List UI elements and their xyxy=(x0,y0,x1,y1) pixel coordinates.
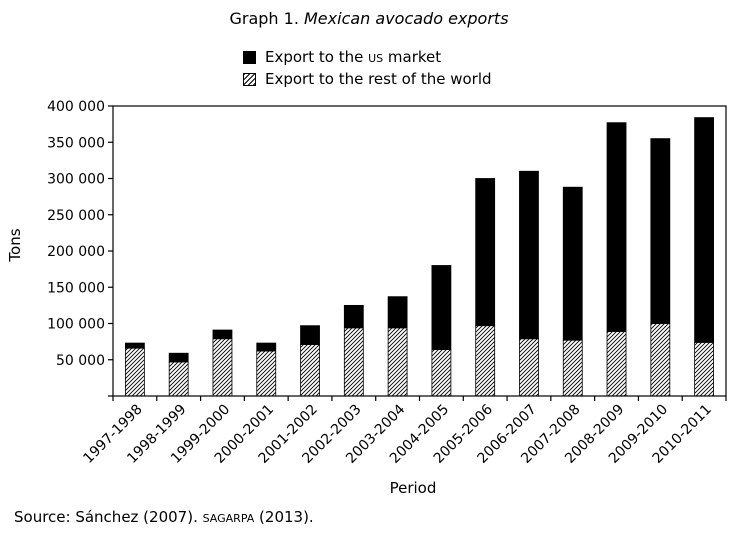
bar-rest-of-world-2000-2001 xyxy=(256,350,277,397)
bar-rest-of-world-2007-2008 xyxy=(562,339,583,397)
bar-us-market-2006-2007 xyxy=(519,170,539,340)
bar-rest-of-world-2006-2007 xyxy=(519,338,539,397)
plot-frame xyxy=(112,105,727,397)
bar-us-market-2005-2006 xyxy=(475,178,496,327)
chart-title-italic: Mexican avocado exports xyxy=(304,9,509,28)
chart-title-prefix: Graph 1. xyxy=(229,9,299,28)
bar-rest-of-world-1999-2000 xyxy=(212,338,233,397)
bar-us-market-2008-2009 xyxy=(606,122,627,332)
bar-us-market-2010-2011 xyxy=(694,117,715,343)
bar-rest-of-world-1998-1999 xyxy=(168,361,189,397)
bar-us-market-2003-2004 xyxy=(387,296,408,329)
source-note: Source: Sánchez (2007). sagarpa (2013). xyxy=(14,508,314,526)
y-axis-label: Tons xyxy=(6,228,24,262)
bar-us-market-2002-2003 xyxy=(343,304,364,329)
bar-us-market-1998-1999 xyxy=(168,352,189,363)
y-tick-label: 100 000 xyxy=(47,317,105,333)
bar-rest-of-world-2002-2003 xyxy=(343,327,364,397)
bar-us-market-2004-2005 xyxy=(431,265,452,350)
bar-rest-of-world-2008-2009 xyxy=(606,331,627,397)
y-tick-label: 150 000 xyxy=(47,280,105,296)
bar-rest-of-world-1997-1998 xyxy=(124,347,145,397)
y-tick-label: 400 000 xyxy=(47,99,105,115)
bar-us-market-2001-2002 xyxy=(300,325,320,345)
bar-rest-of-world-2005-2006 xyxy=(475,325,496,397)
chart-legend: Export to the us market Export to the re… xyxy=(243,46,492,90)
legend-item-us-market: Export to the us market xyxy=(243,46,492,68)
bar-rest-of-world-2004-2005 xyxy=(431,349,452,397)
bar-rest-of-world-2010-2011 xyxy=(694,341,715,397)
y-tick-label: 250 000 xyxy=(47,208,105,224)
bar-us-market-2007-2008 xyxy=(562,186,583,341)
bar-rest-of-world-2003-2004 xyxy=(387,327,408,397)
bar-us-market-2009-2010 xyxy=(650,138,671,324)
legend-label-us-market: Export to the us market xyxy=(265,48,442,66)
bar-rest-of-world-2001-2002 xyxy=(300,344,320,397)
legend-label-rest-of-world: Export to the rest of the world xyxy=(265,70,492,88)
legend-swatch-hatched xyxy=(243,72,256,86)
bar-rest-of-world-2009-2010 xyxy=(650,323,671,397)
legend-item-rest-of-world: Export to the rest of the world xyxy=(243,68,492,90)
bar-us-market-2000-2001 xyxy=(256,342,277,352)
y-tick-label: 50 000 xyxy=(56,353,105,369)
chart-title: Graph 1. Mexican avocado exports xyxy=(0,9,738,28)
y-tick-label: 350 000 xyxy=(47,135,105,151)
x-axis-label: Period xyxy=(390,479,437,497)
y-tick-label: 300 000 xyxy=(47,172,105,188)
y-tick-label: 200 000 xyxy=(47,244,105,260)
legend-swatch-solid xyxy=(243,50,256,64)
bar-us-market-1997-1998 xyxy=(124,342,145,349)
bars-layer xyxy=(124,117,715,397)
bar-us-market-1999-2000 xyxy=(212,329,233,340)
